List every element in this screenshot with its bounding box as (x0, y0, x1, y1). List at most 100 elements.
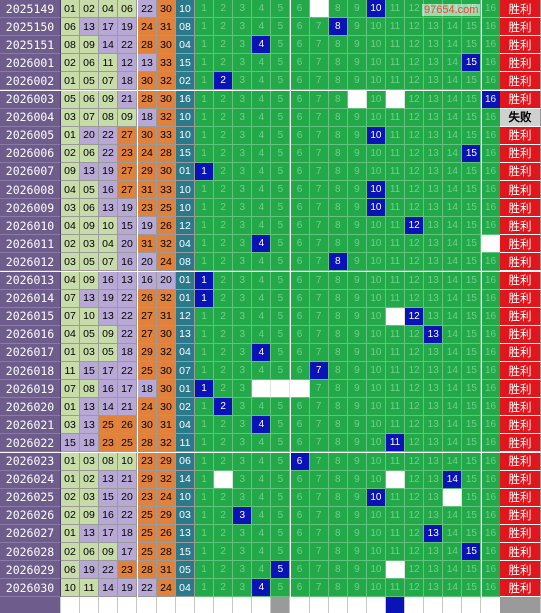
trend-number-cell: 5 (271, 506, 291, 525)
trend-number-cell: 8 (328, 434, 348, 453)
trend-number-cell: 6 (290, 235, 310, 254)
result-win-badge: 胜利 (500, 199, 541, 218)
red-ball-cell: 27 (118, 126, 137, 145)
footer-cell (214, 597, 234, 613)
period-cell: 2026028 (0, 543, 61, 562)
trend-number-cell: 7 (309, 506, 329, 525)
trend-number-cell: 13 (424, 217, 444, 236)
trend-number-cell: 13 (424, 253, 444, 272)
trend-number-cell: 4 (252, 543, 272, 562)
red-ball-cell: 05 (80, 72, 99, 91)
trend-number-cell: 1 (195, 217, 215, 236)
blue-ball-cell: 12 (176, 307, 195, 326)
period-cell: 2026001 (0, 54, 61, 73)
hit-number-cell: 12 (405, 217, 425, 236)
red-ball-cell: 04 (61, 271, 80, 290)
result-win-badge: 胜利 (500, 398, 541, 417)
hit-number-cell: 6 (290, 452, 310, 471)
trend-number-cell: 5 (271, 36, 291, 55)
red-ball-cell: 25 (138, 506, 157, 525)
red-ball-cell: 30 (138, 126, 157, 145)
trend-number-cell: 9 (347, 434, 367, 453)
red-ball-cell: 01 (61, 452, 80, 471)
red-ball-cell: 06 (118, 0, 137, 19)
blue-ball-cell: 15 (176, 54, 195, 73)
blue-ball-cell: 01 (176, 271, 195, 290)
trend-number-cell: 1 (195, 199, 215, 218)
red-ball-cell: 33 (157, 181, 176, 200)
trend-number-cell: 12 (405, 235, 425, 254)
trend-number-cell: 15 (462, 289, 482, 308)
trend-number-cell: 6 (290, 416, 310, 435)
red-ball-cell: 02 (61, 543, 80, 562)
result-win-badge: 胜利 (500, 488, 541, 507)
footer-cell (443, 597, 463, 613)
trend-number-cell: 7 (309, 380, 329, 399)
trend-number-cell: 2 (214, 452, 234, 471)
trend-number-cell: 14 (443, 54, 463, 73)
trend-number-cell: 6 (290, 108, 310, 127)
trend-number-cell: 1 (195, 579, 215, 598)
red-ball-cell: 18 (138, 380, 157, 399)
trend-number-cell: 8 (328, 325, 348, 344)
period-cell: 2026027 (0, 524, 61, 543)
red-ball-cell: 13 (80, 398, 99, 417)
period-cell: 2026014 (0, 289, 61, 308)
red-ball-cell: 14 (99, 36, 118, 55)
trend-number-cell: 11 (386, 380, 406, 399)
trend-number-cell: 8 (328, 54, 348, 73)
red-ball-cell: 30 (157, 36, 176, 55)
red-ball-cell: 30 (157, 90, 176, 109)
red-ball-cell: 09 (61, 162, 80, 181)
result-win-badge: 胜利 (500, 470, 541, 489)
trend-number-cell: 2 (214, 325, 234, 344)
trend-number-cell: 6 (290, 18, 310, 37)
result-win-badge: 胜利 (500, 144, 541, 163)
trend-number-cell: 6 (290, 199, 310, 218)
trend-number-cell: 11 (386, 162, 406, 181)
trend-number-cell: 10 (366, 362, 386, 381)
trend-number-cell: 1 (195, 343, 215, 362)
red-ball-cell: 29 (138, 162, 157, 181)
trend-number-cell: 9 (347, 54, 367, 73)
trend-number-cell: 5 (271, 579, 291, 598)
trend-number-cell: 16 (481, 470, 501, 489)
hit-number-cell: 4 (252, 235, 272, 254)
trend-number-cell: 8 (328, 0, 348, 19)
red-ball-cell: 31 (157, 416, 176, 435)
trend-number-cell: 13 (424, 380, 444, 399)
trend-number-cell: 12 (405, 434, 425, 453)
trend-number-cell: 6 (290, 271, 310, 290)
trend-number-cell: 4 (252, 54, 272, 73)
red-ball-cell: 24 (138, 144, 157, 163)
trend-number-cell: 9 (347, 307, 367, 326)
trend-number-cell: 15 (462, 307, 482, 326)
trend-number-cell: 6 (290, 90, 310, 109)
red-ball-cell: 13 (99, 470, 118, 489)
red-ball-cell: 06 (80, 199, 99, 218)
trend-number-cell: 2 (214, 253, 234, 272)
trend-number-cell: 7 (309, 561, 329, 580)
red-ball-cell: 03 (80, 343, 99, 362)
red-ball-cell: 13 (118, 271, 137, 290)
trend-number-cell: 14 (443, 452, 463, 471)
trend-number-cell: 4 (252, 90, 272, 109)
trend-number-cell: 14 (443, 362, 463, 381)
red-ball-cell: 20 (80, 126, 99, 145)
trend-number-cell: 3 (233, 18, 253, 37)
trend-number-cell: 8 (328, 108, 348, 127)
period-cell: 2026018 (0, 362, 61, 381)
trend-number-cell: 14 (443, 217, 463, 236)
trend-number-cell: 16 (481, 543, 501, 562)
trend-number-cell: 3 (233, 162, 253, 181)
hit-number-cell: 16 (481, 90, 501, 109)
red-ball-cell: 15 (99, 488, 118, 507)
trend-number-cell: 6 (290, 325, 310, 344)
trend-number-cell: 11 (386, 36, 406, 55)
red-ball-cell: 13 (99, 199, 118, 218)
trend-number-cell: 16 (481, 271, 501, 290)
trend-number-cell: 5 (271, 289, 291, 308)
red-ball-cell: 25 (138, 524, 157, 543)
trend-number-cell: 2 (214, 579, 234, 598)
hit-number-cell: 12 (405, 307, 425, 326)
